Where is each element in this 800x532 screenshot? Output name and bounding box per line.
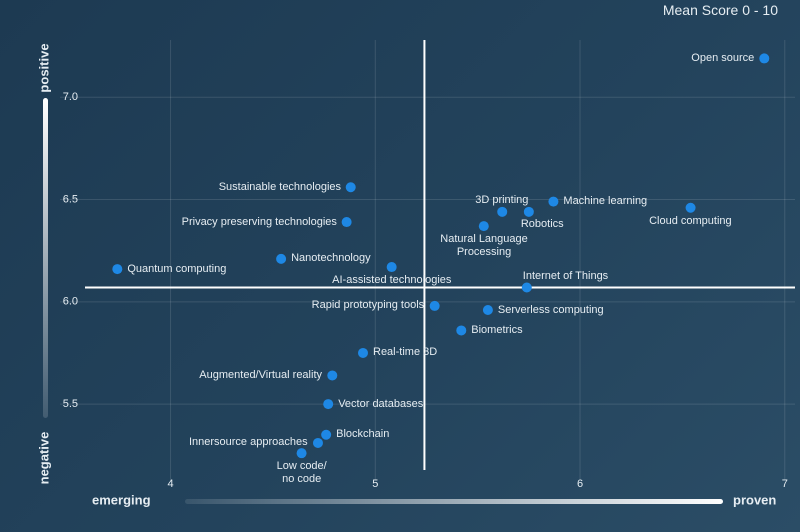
point [323,399,334,410]
y-negative-label: negative [36,432,51,485]
x-tick-label: 5 [372,478,378,490]
point-label: Nanotechnology [291,252,371,265]
point-label: Serverless computing [497,303,604,316]
point-label: Privacy preserving technologies [181,215,337,228]
point-label: Internet of Things [522,269,609,282]
point [112,264,123,275]
point [276,253,287,264]
point [685,202,696,213]
point [521,282,532,293]
point-label: Innersource approaches [188,436,308,449]
y-tick-label: 5.5 [63,398,78,410]
point [548,196,559,207]
point [358,347,369,358]
chart-title: Mean Score 0 - 10 [662,2,778,18]
point [759,53,770,64]
point [321,429,332,440]
point [478,221,489,232]
point-label: Rapid prototyping tools [311,299,425,312]
point-label: Blockchain [336,428,390,441]
x-tick-label: 4 [167,478,173,490]
point [386,262,397,273]
point-label: Sustainable technologies [218,180,342,193]
point [497,206,508,217]
point [482,305,493,315]
point-label: Open source [691,51,755,64]
point-label: AI-assisted technologies [332,274,452,287]
y-tick-label: 6.0 [63,296,78,308]
point-label: Vector databases [338,397,424,410]
y-direction-bar [43,98,48,418]
point-label: Quantum computing [127,262,227,275]
point [312,437,323,448]
x-direction-bar [185,499,723,504]
x-tick-label: 7 [782,478,788,490]
point-label: Real-time 3D [373,346,438,359]
point-label: Biometrics [471,323,523,336]
point-label: Robotics [520,217,564,230]
point-label: Low code/ no code [276,460,327,486]
y-tick-label: 6.5 [63,193,78,205]
point [341,217,352,228]
y-positive-label: positive [36,43,51,92]
point-label: Cloud computing [649,214,732,227]
point-label: Augmented/Virtual reality [199,368,322,381]
x-high-label: proven [733,492,776,507]
point [456,325,467,336]
point [296,448,307,459]
y-tick-label: 7.0 [63,91,78,103]
point-label: 3D printing [475,193,529,206]
point [345,182,356,193]
x-tick-label: 6 [577,478,583,490]
point-label: Natural Language Processing [440,233,528,259]
point [429,300,440,311]
point [523,206,534,217]
point-label: Machine learning [563,195,648,208]
x-low-label: emerging [92,492,151,507]
point [327,370,338,381]
